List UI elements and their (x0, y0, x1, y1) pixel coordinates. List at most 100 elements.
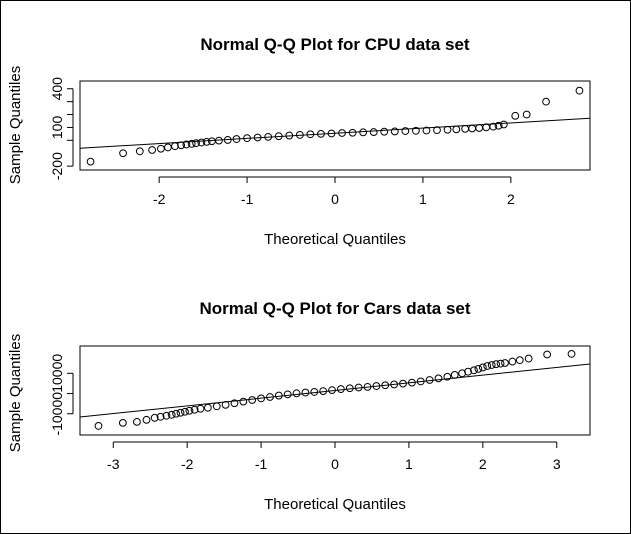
cars-data-point (543, 350, 552, 359)
cpu-data-point (164, 143, 172, 152)
cpu-data-point (461, 124, 470, 133)
cpu-data-point (264, 132, 273, 141)
cpu-data-point (369, 128, 378, 136)
cars-data-point (230, 399, 239, 408)
cpu-data-point (182, 140, 191, 149)
cpu-data-point (489, 122, 498, 131)
cars-data-point (407, 378, 416, 387)
cpu-x-tick-label: 2 (507, 191, 515, 207)
cpu-data-point (215, 136, 223, 145)
cars-data-point (399, 379, 407, 388)
cpu-y-tick-label: 400 (49, 77, 65, 101)
cars-data-point (483, 362, 492, 370)
cpu-x-tick-label: -2 (153, 191, 166, 207)
cars-data-point (162, 411, 171, 420)
cars-data-point (345, 384, 354, 393)
cars-data-point (172, 409, 180, 418)
cars-x-tick-label: 2 (479, 456, 487, 472)
cars-data-point (196, 404, 205, 413)
cars-x-tick-label: 3 (553, 456, 561, 472)
cars-data-point (434, 374, 443, 383)
cpu-data-point (542, 97, 550, 106)
cpu-data-point (197, 138, 206, 147)
cars-data-point (381, 381, 390, 390)
cpu-data-point (338, 129, 346, 137)
cars-data-point (372, 382, 381, 390)
cars-data-point (239, 397, 248, 406)
cars-data-point (363, 382, 372, 391)
cpu-data-point (148, 146, 157, 154)
cars-data-point (118, 418, 127, 427)
cars-plot-title: Normal Q-Q Plot for Cars data set (199, 299, 470, 318)
cars-data-point (487, 361, 496, 369)
cars-data-point (181, 407, 189, 416)
cpu-data-point (202, 137, 211, 146)
cpu-y-tick-label: -200 (49, 152, 65, 180)
cars-data-point (478, 363, 487, 372)
cars-plot-box (79, 345, 591, 436)
cars-x-tick-label: 0 (331, 456, 339, 472)
cars-x-axis-label: Theoretical Quantiles (264, 496, 406, 513)
cars-data-point (524, 354, 533, 363)
cars-data-point (425, 376, 434, 384)
cpu-data-point (411, 126, 420, 135)
cpu-data-point (499, 120, 508, 129)
cpu-data-point (317, 129, 325, 138)
cars-data-point (94, 421, 103, 430)
cars-data-point (248, 396, 257, 404)
cars-data-point (450, 371, 459, 379)
cpu-y-tick-label: 100 (49, 116, 65, 140)
cpu-data-point (359, 128, 368, 137)
cars-data-point (354, 383, 363, 392)
cars-qq-panel: Normal Q-Q Plot for Cars data set Theore… (7, 299, 591, 513)
cpu-data-point (274, 132, 283, 141)
cars-data-point (257, 394, 265, 403)
cpu-data-point (422, 126, 431, 135)
cpu-data-point (380, 127, 389, 136)
cpu-data-point (223, 136, 232, 144)
cpu-data-point (171, 142, 179, 151)
cars-data-point (301, 388, 310, 397)
cars-x-tick-label: 1 (405, 456, 413, 472)
cpu-data-point (156, 144, 165, 153)
cars-data-point (150, 413, 159, 422)
cpu-data-point (285, 131, 294, 140)
cpu-data-point (192, 139, 200, 148)
cpu-x-tick-label: 0 (331, 191, 339, 207)
cpu-data-point (187, 139, 196, 148)
cars-data-point (203, 403, 212, 412)
cpu-data-point (511, 111, 520, 120)
cars-data-point (156, 412, 165, 421)
cars-data-point (337, 385, 345, 393)
cars-data-point (501, 359, 509, 367)
cars-data-point (515, 356, 524, 365)
cpu-y-axis-label: Sample Quantiles (7, 66, 24, 184)
cpu-data-point (390, 127, 399, 136)
cpu-data-point (232, 135, 241, 143)
cars-data-point (310, 388, 319, 396)
cpu-marks: -2 -1 0 1 2 -200 100 400 (49, 77, 591, 207)
cars-data-point (283, 390, 292, 399)
cars-y-tick-label: 10000 (49, 354, 65, 393)
cars-data-point (176, 408, 185, 417)
cpu-data-point (135, 147, 144, 156)
cars-data-point (266, 393, 274, 401)
cpu-plot-box (79, 80, 591, 171)
cars-x-tick-label: -2 (181, 456, 194, 472)
cpu-data-point (295, 131, 304, 139)
cars-data-point (221, 400, 230, 409)
cpu-data-point (243, 134, 251, 143)
cars-data-point (496, 359, 505, 368)
cpu-data-point (327, 129, 336, 138)
cars-data-point (443, 372, 452, 381)
cars-y-tick-label: -10000 (49, 392, 65, 436)
cpu-qq-panel: Normal Q-Q Plot for CPU data set Theoret… (7, 35, 591, 248)
cars-data-point (508, 357, 517, 366)
cars-data-point (464, 367, 472, 376)
cars-data-point (390, 380, 399, 389)
cpu-data-point (468, 124, 477, 133)
cpu-data-point (119, 149, 127, 158)
cars-data-point (274, 391, 283, 400)
